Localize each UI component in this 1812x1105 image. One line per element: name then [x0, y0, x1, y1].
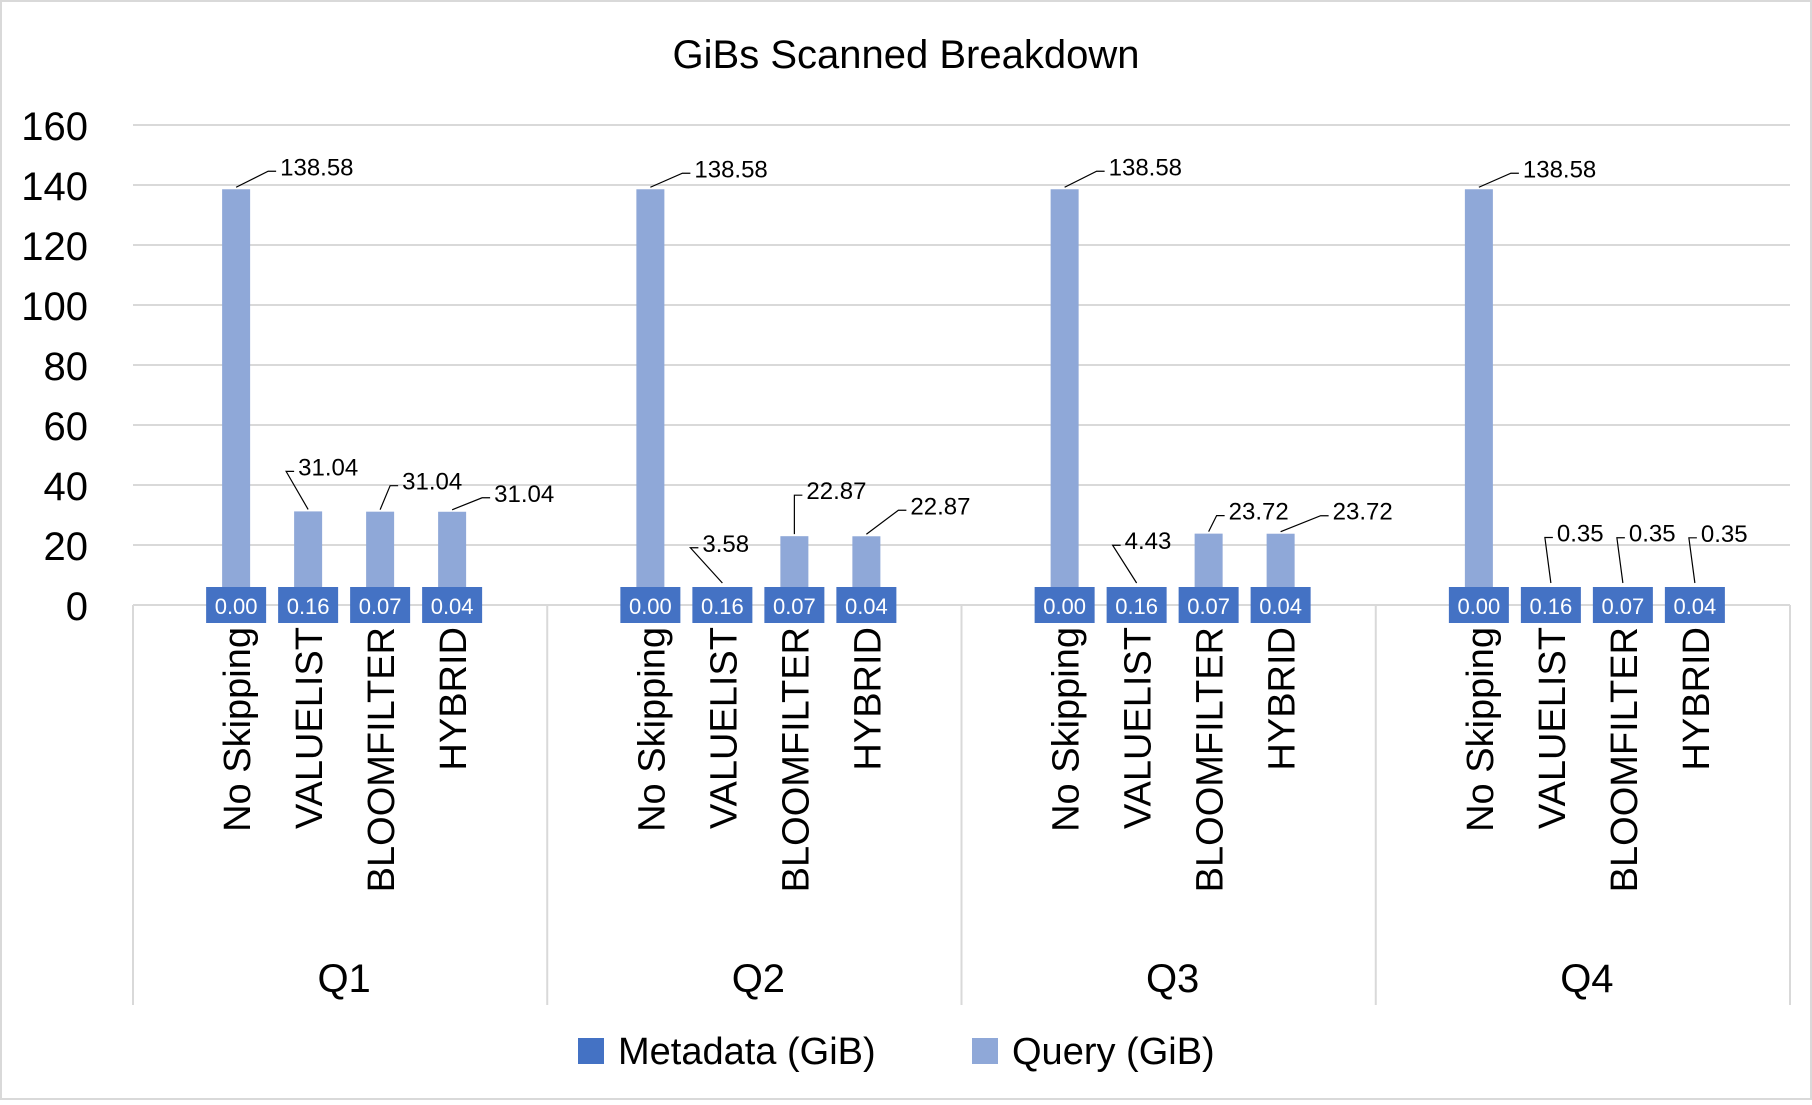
legend-swatch: [578, 1038, 604, 1064]
query-data-label: 4.43: [1125, 528, 1172, 555]
x-category-label: BLOOMFILTER: [775, 627, 817, 892]
x-category-label: VALUELIST: [289, 627, 331, 829]
x-category-label: No Skipping: [1460, 627, 1502, 832]
y-tick-label: 160: [21, 105, 88, 149]
x-category-label: HYBRID: [1262, 627, 1304, 771]
metadata-data-label: 0.07: [1187, 594, 1230, 619]
legend-label: Query (GiB): [1012, 1031, 1215, 1073]
y-tick-label: 60: [44, 405, 89, 449]
x-group-label: Q1: [317, 957, 370, 1001]
query-data-label: 138.58: [694, 156, 767, 183]
metadata-data-label: 0.16: [1115, 594, 1158, 619]
query-data-label: 0.35: [1629, 521, 1676, 548]
x-category-label: BLOOMFILTER: [1604, 627, 1646, 892]
metadata-data-label: 0.00: [1457, 594, 1500, 619]
x-category-label: BLOOMFILTER: [361, 627, 403, 892]
query-data-label: 138.58: [1523, 156, 1596, 183]
metadata-data-label: 0.04: [431, 594, 474, 619]
x-category-label: VALUELIST: [1118, 627, 1160, 829]
x-group-label: Q3: [1146, 957, 1199, 1001]
query-data-label: 22.87: [806, 478, 866, 505]
metadata-data-label: 0.07: [359, 594, 402, 619]
query-data-label: 138.58: [1109, 154, 1182, 181]
x-category-label: No Skipping: [217, 627, 259, 832]
bar-query: [1465, 189, 1493, 605]
x-group-label: Q4: [1560, 957, 1613, 1001]
metadata-data-label: 0.07: [773, 594, 816, 619]
y-tick-label: 20: [44, 525, 89, 569]
query-data-label: 22.87: [910, 493, 970, 520]
metadata-data-label: 0.16: [287, 594, 330, 619]
bar-query: [1051, 189, 1079, 605]
y-tick-label: 100: [21, 285, 88, 329]
metadata-data-label: 0.16: [1529, 594, 1572, 619]
query-data-label: 23.72: [1333, 499, 1393, 526]
query-data-label: 31.04: [402, 469, 462, 496]
metadata-data-label: 0.00: [215, 594, 258, 619]
legend-swatch: [972, 1038, 998, 1064]
y-tick-label: 40: [44, 465, 89, 509]
query-data-label: 23.72: [1229, 499, 1289, 526]
legend-label: Metadata (GiB): [618, 1031, 876, 1073]
bar-query: [222, 189, 250, 605]
x-category-label: BLOOMFILTER: [1190, 627, 1232, 892]
x-category-label: No Skipping: [631, 627, 673, 832]
y-tick-label: 120: [21, 225, 88, 269]
metadata-data-label: 0.04: [1673, 594, 1716, 619]
query-data-label: 31.04: [494, 481, 554, 508]
bar-query: [636, 189, 664, 605]
x-category-label: HYBRID: [847, 627, 889, 771]
query-data-label: 138.58: [280, 154, 353, 181]
metadata-data-label: 0.00: [629, 594, 672, 619]
metadata-data-label: 0.00: [1043, 594, 1086, 619]
x-category-label: HYBRID: [1676, 627, 1718, 771]
metadata-data-label: 0.04: [845, 594, 888, 619]
query-data-label: 0.35: [1557, 520, 1604, 547]
y-tick-label: 0: [66, 585, 88, 629]
metadata-data-label: 0.04: [1259, 594, 1302, 619]
chart-title: GiBs Scanned Breakdown: [673, 33, 1140, 77]
x-category-label: No Skipping: [1046, 627, 1088, 832]
y-tick-label: 80: [44, 345, 89, 389]
metadata-data-label: 0.07: [1601, 594, 1644, 619]
x-group-label: Q2: [732, 957, 785, 1001]
y-tick-label: 140: [21, 165, 88, 209]
query-data-label: 0.35: [1701, 521, 1748, 548]
query-data-label: 31.04: [298, 454, 358, 481]
x-category-label: VALUELIST: [703, 627, 745, 829]
x-category-label: VALUELIST: [1532, 627, 1574, 829]
query-data-label: 3.58: [702, 531, 749, 558]
metadata-data-label: 0.16: [701, 594, 744, 619]
x-category-label: HYBRID: [433, 627, 475, 771]
